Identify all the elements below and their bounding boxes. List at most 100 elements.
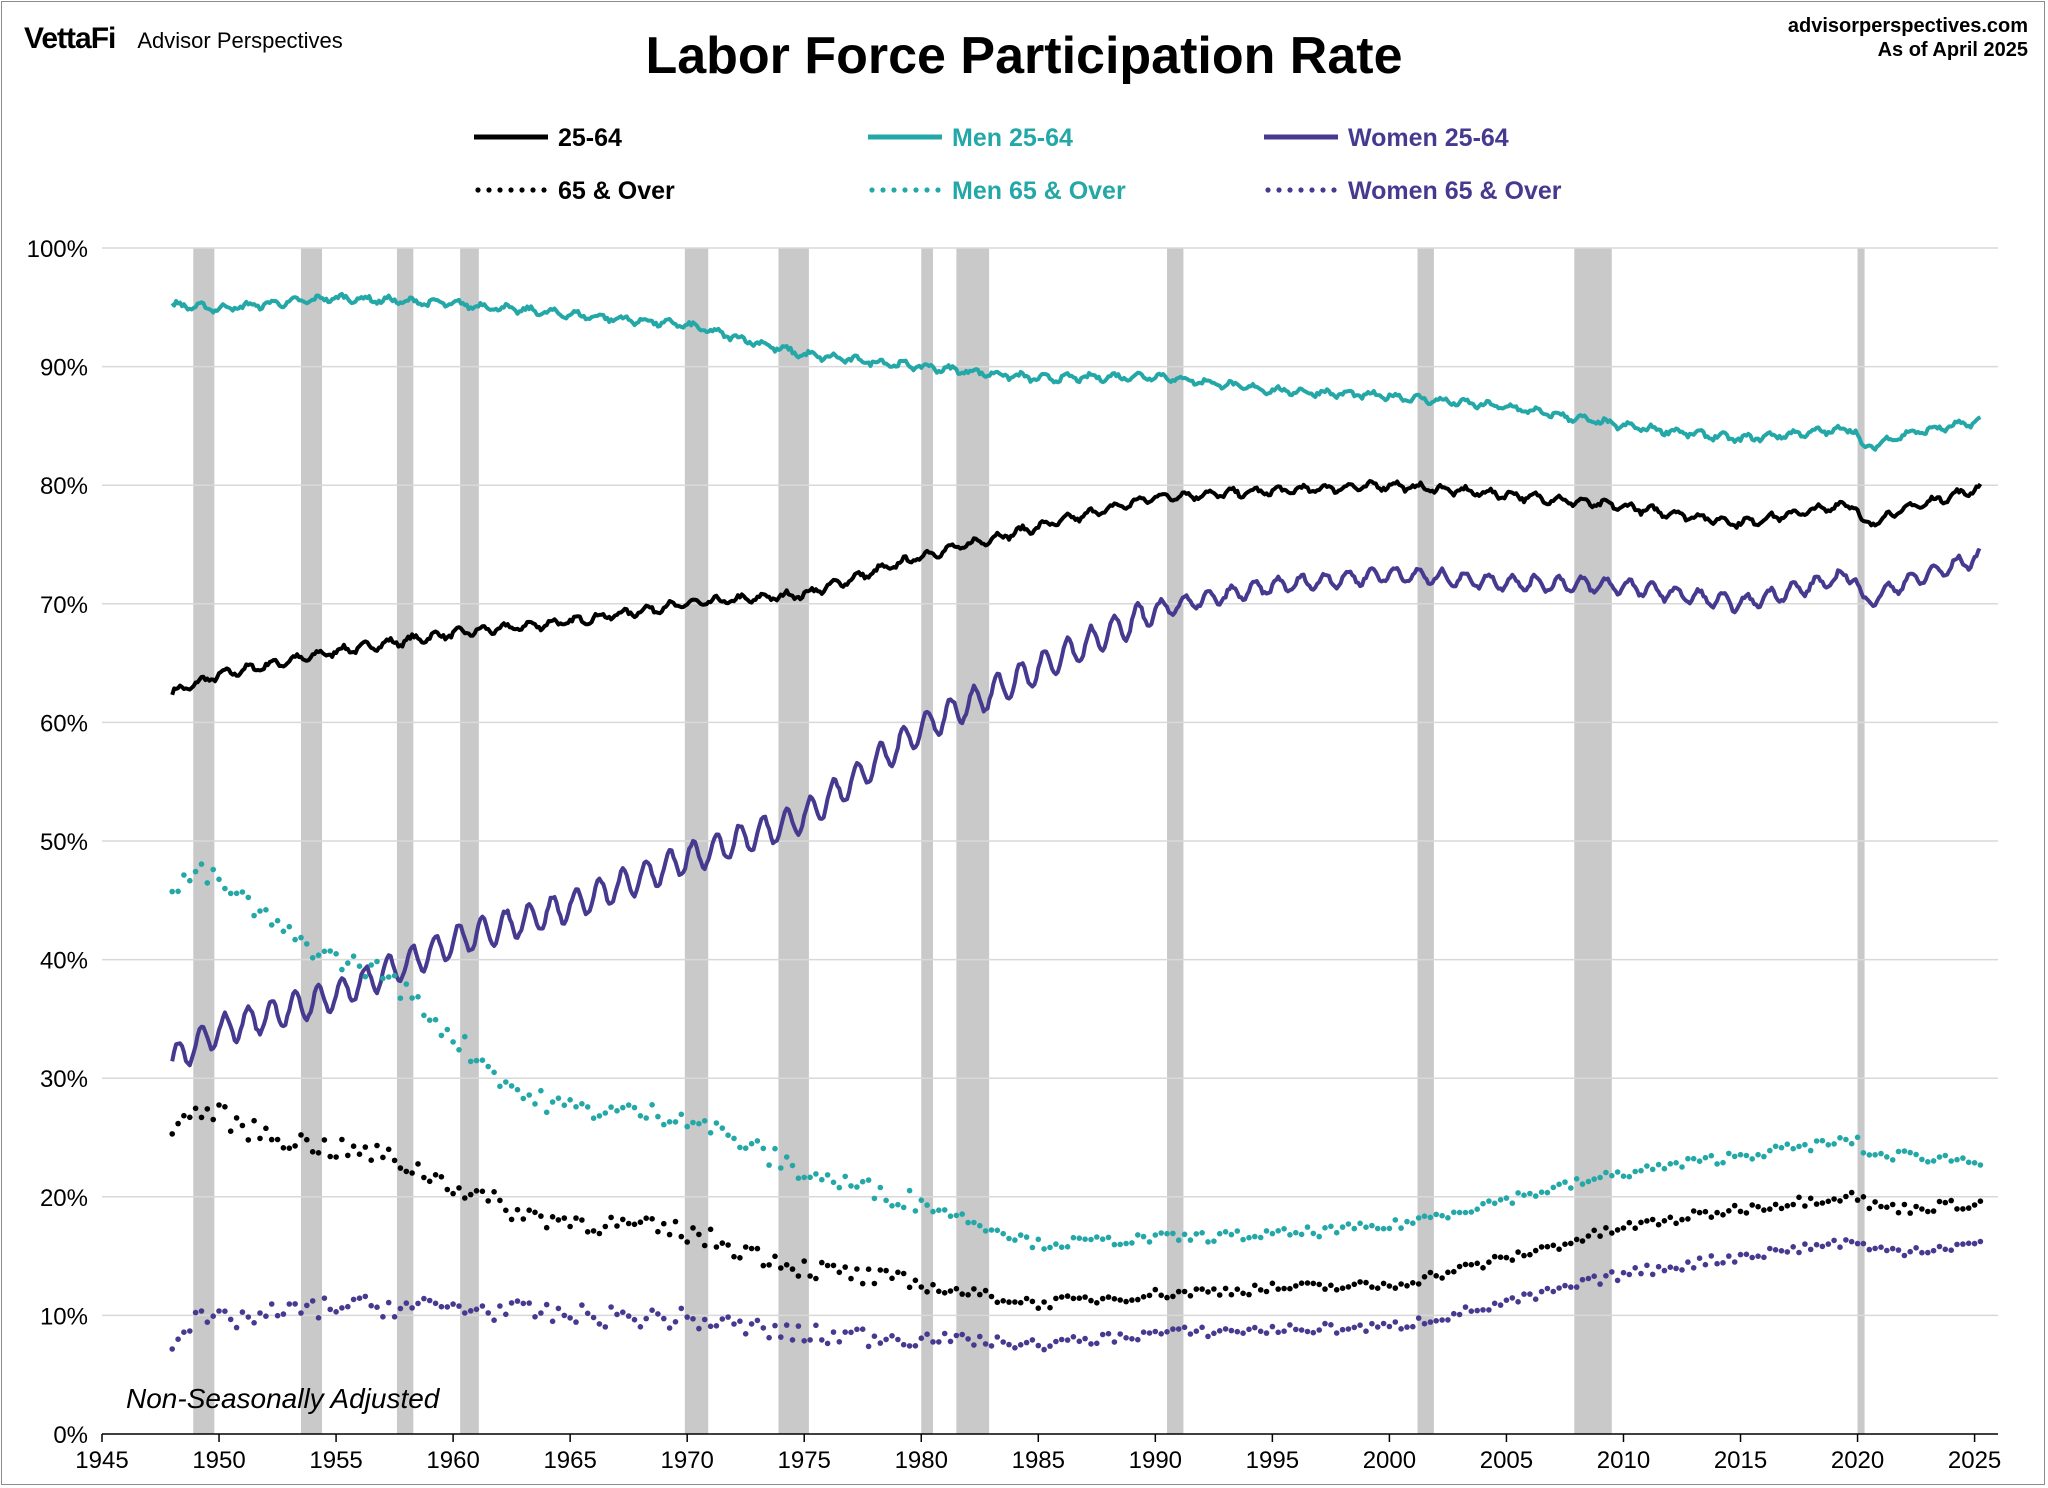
series-point	[1743, 1251, 1750, 1258]
series-point	[1486, 1198, 1492, 1204]
series-point	[666, 1231, 673, 1238]
series-point	[1538, 1189, 1545, 1195]
series-point	[1187, 1331, 1194, 1337]
series-point	[257, 908, 263, 914]
series-point	[1216, 1230, 1223, 1237]
series-point	[772, 1322, 778, 1329]
series-point	[1211, 1238, 1217, 1244]
series-point	[1527, 1251, 1533, 1258]
series-point	[625, 1220, 632, 1227]
series-point	[766, 1162, 772, 1168]
series-point	[1380, 1225, 1387, 1232]
series-point	[1796, 1143, 1802, 1150]
series-point	[368, 962, 375, 968]
x-tick-label: 2005	[1480, 1447, 1533, 1474]
series-point	[1614, 1277, 1621, 1284]
series-point	[333, 951, 339, 957]
series-point	[1451, 1209, 1457, 1216]
series-point	[1088, 1341, 1094, 1347]
series-point	[1860, 1150, 1867, 1156]
series-point	[1702, 1208, 1709, 1215]
series-point	[614, 1311, 620, 1318]
series-point	[1468, 1308, 1475, 1314]
series-point	[1737, 1251, 1744, 1258]
series-point	[473, 1306, 480, 1313]
series-point	[1930, 1158, 1937, 1164]
series-point	[1240, 1236, 1246, 1243]
series-point	[1088, 1297, 1094, 1304]
series-point	[1445, 1215, 1451, 1221]
series-point	[602, 1110, 609, 1116]
series-point	[696, 1325, 702, 1332]
series-point	[783, 1322, 790, 1328]
series-point	[426, 1017, 433, 1023]
series-point	[538, 1213, 544, 1219]
series-point	[1515, 1190, 1521, 1196]
series-point	[789, 1266, 796, 1272]
series-point	[1281, 1226, 1287, 1232]
series-point	[169, 888, 175, 895]
series-point	[801, 1258, 807, 1264]
series-point	[356, 1295, 363, 1301]
series-point	[1784, 1203, 1791, 1209]
y-tick-label: 90%	[40, 355, 88, 382]
series-point	[1216, 1328, 1223, 1334]
series-point	[690, 1316, 696, 1322]
chart-title: Labor Force Participation Rate	[645, 27, 1403, 85]
series-point	[1164, 1329, 1170, 1335]
series-point	[1661, 1165, 1668, 1172]
series-point	[473, 1188, 480, 1194]
series-point	[1720, 1212, 1726, 1218]
series-point	[965, 1219, 971, 1226]
series-point	[345, 1152, 351, 1159]
series-point	[742, 1331, 749, 1337]
series-point	[1029, 1337, 1036, 1343]
series-point	[1041, 1346, 1047, 1353]
series-point	[830, 1179, 837, 1186]
series-point	[467, 1308, 474, 1314]
x-tick-label: 1985	[1012, 1447, 1065, 1474]
series-point	[543, 1224, 550, 1231]
series-point	[742, 1244, 749, 1250]
series-point	[333, 1309, 339, 1315]
legend-label: 25-64	[558, 124, 622, 152]
series-point	[1690, 1265, 1697, 1271]
series-point	[707, 1323, 714, 1330]
x-tick-label: 1950	[192, 1447, 245, 1474]
series-point	[772, 1145, 778, 1152]
series-point	[1181, 1231, 1188, 1238]
series-point	[532, 1314, 538, 1320]
series-point	[1491, 1300, 1498, 1307]
series-point	[637, 1113, 644, 1119]
series-point	[192, 868, 199, 875]
series-point	[1843, 1136, 1849, 1143]
series-point	[1433, 1273, 1439, 1279]
series-point	[1532, 1296, 1539, 1302]
series-point	[1831, 1237, 1837, 1244]
series-point	[754, 1138, 761, 1144]
series-point	[795, 1323, 802, 1329]
series-point	[251, 912, 257, 919]
series-point	[368, 1157, 375, 1163]
series-point	[508, 1216, 515, 1223]
series-point	[1579, 1181, 1586, 1187]
x-tick-label: 1945	[75, 1447, 128, 1474]
series-point	[1521, 1291, 1527, 1297]
series-point	[596, 1113, 603, 1119]
series-point	[1948, 1158, 1954, 1164]
series-point	[1064, 1293, 1071, 1299]
series-point	[1094, 1234, 1100, 1240]
series-point	[971, 1342, 977, 1348]
legend-dot	[1298, 187, 1304, 193]
series-point	[1655, 1263, 1662, 1270]
series-point	[1562, 1282, 1568, 1289]
series-point	[1925, 1159, 1931, 1165]
series-point	[608, 1304, 614, 1310]
series-point	[426, 1178, 433, 1185]
series-point	[1901, 1201, 1908, 1208]
legend-label: Women 65 & Over	[1348, 177, 1562, 205]
series-point	[292, 1143, 298, 1149]
series-point	[467, 1058, 474, 1065]
series-point	[1222, 1326, 1229, 1332]
